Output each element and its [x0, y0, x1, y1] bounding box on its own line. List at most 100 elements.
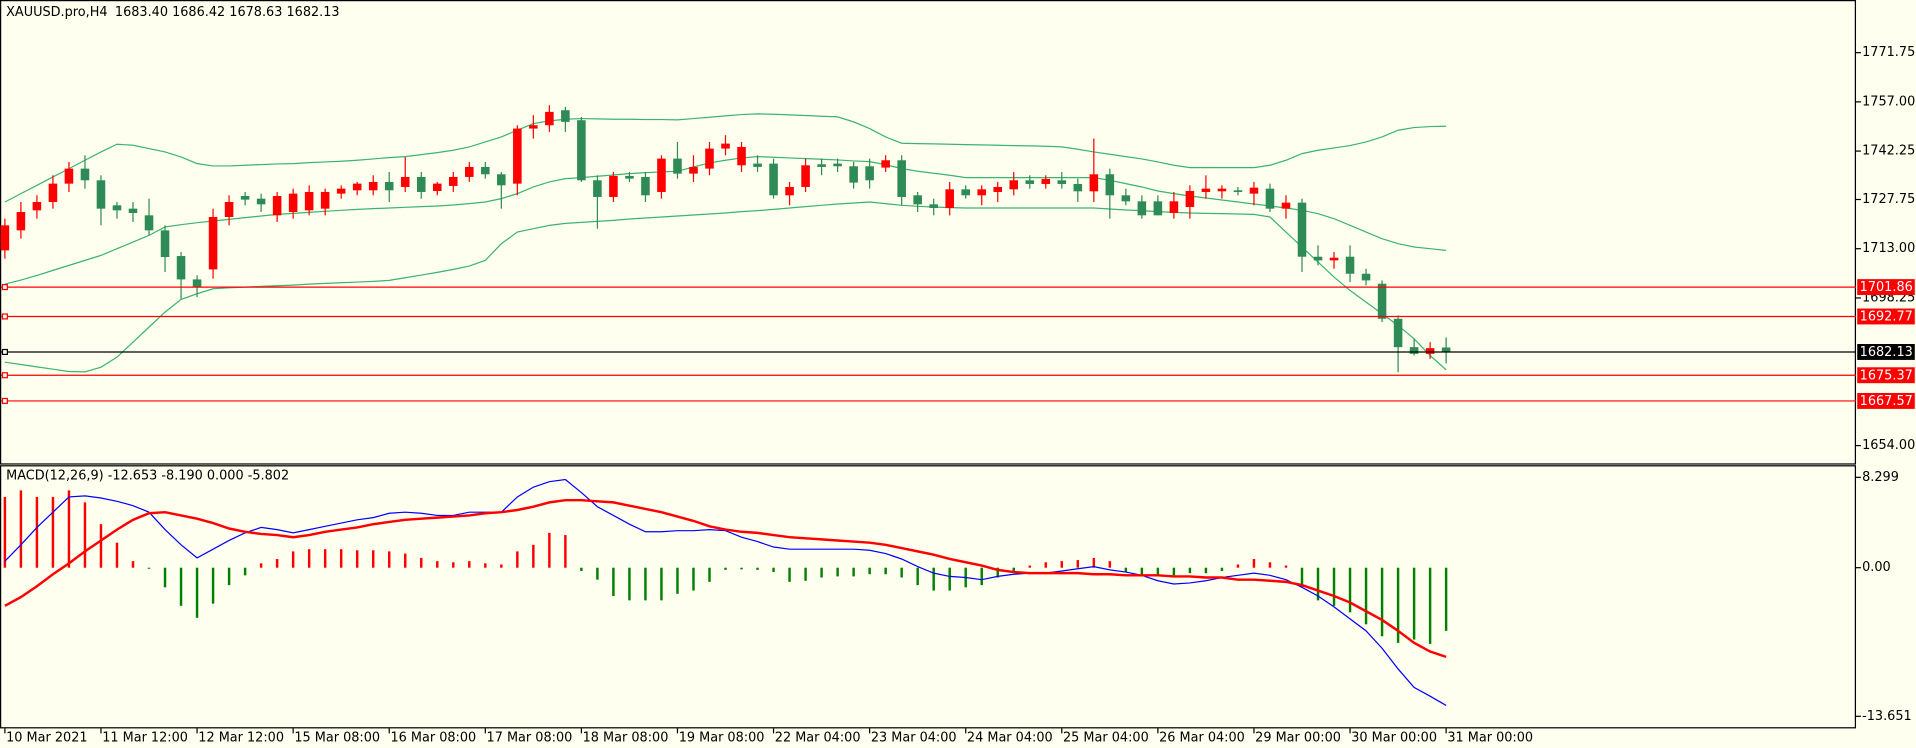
candle-body [769, 163, 778, 196]
histogram-bar [724, 567, 727, 570]
candle-body [448, 176, 458, 186]
histogram-bar [548, 532, 551, 568]
y-tick-label: 1713.00 [1862, 241, 1915, 256]
candle-body [497, 174, 506, 186]
histogram-bar [339, 549, 343, 568]
histogram-bar [884, 567, 887, 575]
candle-body [1441, 347, 1451, 352]
candle-body [208, 217, 218, 270]
histogram-bar [740, 567, 743, 570]
candle-body [881, 160, 890, 168]
candle-body [176, 256, 186, 280]
histogram-bar [371, 550, 375, 568]
y-tick-label: 1757.00 [1862, 94, 1915, 109]
candle-body [1137, 201, 1147, 216]
symbol: XAUUSD.pro,H4 [6, 5, 107, 20]
candle-body [1345, 256, 1355, 274]
histogram-bar [131, 561, 135, 568]
histogram-bar [1076, 560, 1080, 568]
level-marker [1, 348, 8, 356]
candle-body [737, 146, 746, 166]
candle-body [256, 198, 266, 205]
x-tick-label: 29 Mar 00:00 [1255, 731, 1341, 746]
candle-body [288, 193, 298, 212]
candle-body [609, 175, 618, 197]
histogram-bar [660, 567, 663, 601]
histogram-bar [948, 567, 951, 591]
candle-body [400, 176, 410, 187]
candle-body [1121, 195, 1131, 202]
candle-body [993, 186, 1003, 192]
candle-body [833, 163, 842, 167]
candle-body [865, 166, 874, 181]
histogram-bar [804, 567, 807, 581]
candle-body [1425, 348, 1435, 354]
x-tick-label: 24 Mar 04:00 [967, 731, 1053, 746]
candle-body [1041, 178, 1051, 184]
histogram-bar [452, 562, 455, 568]
histogram-bar [404, 553, 407, 568]
candle-body [1361, 273, 1371, 281]
histogram-bar [1060, 561, 1064, 568]
histogram-bar [227, 567, 231, 586]
histogram-bar [420, 557, 423, 568]
x-tick-label: 31 Mar 00:00 [1447, 731, 1533, 746]
candle-body [753, 163, 762, 167]
histogram-bar [756, 567, 759, 570]
x-tick-label: 18 Mar 08:00 [583, 731, 669, 746]
histogram-bar [628, 567, 631, 601]
histogram-bar [1300, 567, 1304, 588]
candle-body [1281, 202, 1291, 209]
histogram-bar [532, 544, 535, 568]
level-label: 1675.37 [1860, 368, 1913, 383]
histogram-bar [1316, 567, 1320, 601]
y-tick-label: 1654.00 [1862, 438, 1915, 453]
histogram-bar [1092, 557, 1096, 568]
histogram-bar [820, 567, 823, 578]
indicator-label: MACD(12,26,9) -12.653 -8.190 0.000 -5.80… [6, 469, 289, 484]
candle-body [481, 166, 490, 175]
histogram-bar [147, 567, 151, 569]
histogram-bar [500, 564, 503, 568]
histogram-bar [1332, 567, 1336, 606]
histogram-bar [1108, 561, 1112, 568]
x-tick-label: 16 Mar 08:00 [390, 731, 476, 746]
candle-body [625, 175, 634, 179]
histogram-bar [1140, 567, 1144, 576]
candle-body [545, 111, 554, 126]
histogram-bar [772, 567, 775, 573]
candle-body [144, 215, 154, 231]
x-tick-label: 10 Mar 2021 [6, 731, 87, 746]
candle-body [352, 183, 362, 191]
x-tick-label: 26 Mar 04:00 [1159, 731, 1245, 746]
candle-body [1393, 318, 1403, 348]
level-marker [1, 284, 8, 291]
level-marker [1, 397, 8, 404]
histogram-bar [179, 567, 183, 606]
candle-body [304, 191, 314, 211]
x-tick-label: 22 Mar 04:00 [775, 731, 861, 746]
histogram-bar [35, 496, 39, 568]
candle-body [1089, 174, 1099, 192]
candle-body [961, 189, 970, 196]
histogram-bar [115, 542, 119, 568]
candle-body [705, 148, 714, 169]
candle-body [1057, 180, 1067, 184]
candle-body [689, 166, 698, 174]
histogram-bar [195, 567, 199, 618]
candle-body [529, 125, 538, 129]
candle-body [913, 195, 922, 205]
x-tick-label: 12 Mar 12:00 [198, 731, 284, 746]
level-marker [1, 313, 8, 320]
histogram-bar [436, 561, 439, 568]
histogram-bar [484, 563, 487, 568]
histogram-bar [323, 549, 327, 568]
histogram-bar [99, 524, 103, 568]
histogram-bar [1364, 567, 1368, 625]
candle-body [16, 211, 26, 231]
plot-layer: 1771.751757.001742.251727.751713.001698.… [0, 45, 1915, 746]
histogram-bar [1428, 567, 1432, 644]
candle-body [0, 225, 10, 251]
